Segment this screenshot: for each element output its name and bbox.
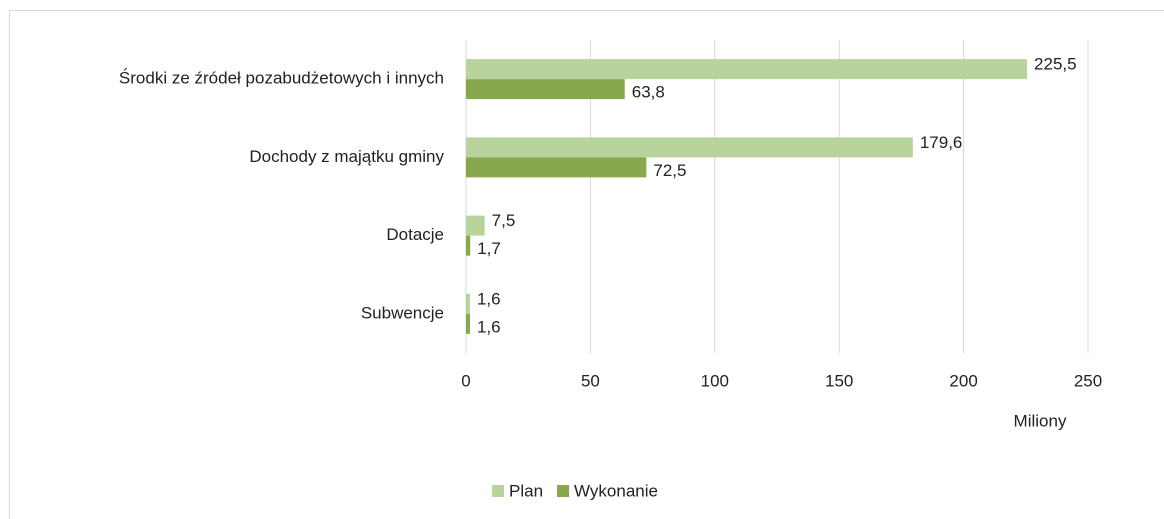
bar: [466, 313, 470, 334]
value-label: 1,6: [477, 289, 501, 308]
value-label: 179,6: [920, 133, 963, 152]
legend-label: Plan: [509, 481, 543, 500]
value-label: 225,5: [1034, 55, 1077, 74]
x-tick-label: 100: [701, 371, 729, 390]
chart-frame: [9, 10, 1164, 519]
y-tick-label: Dotacje: [386, 225, 444, 244]
value-label: 1,6: [477, 317, 501, 336]
bar: [466, 293, 470, 314]
y-tick-label: Subwencje: [361, 303, 444, 322]
value-label: 1,7: [477, 239, 501, 258]
bar: [466, 59, 1028, 80]
value-label: 63,8: [632, 83, 665, 102]
x-tick-label: 150: [825, 371, 853, 390]
x-tick-label: 0: [461, 371, 470, 390]
bar: [466, 215, 485, 236]
x-tick-label: 200: [949, 371, 977, 390]
legend-swatch: [492, 485, 504, 497]
bar: [466, 157, 647, 178]
y-tick-label: Środki ze źródeł pozabudżetowych i innyc…: [119, 69, 444, 88]
y-tick-label: Dochody z majątku gminy: [249, 147, 444, 166]
x-tick-label: 250: [1074, 371, 1102, 390]
bar: [466, 137, 913, 158]
legend-label: Wykonanie: [574, 481, 658, 500]
legend-swatch: [557, 485, 570, 497]
value-label: 72,5: [653, 161, 686, 180]
bar: [466, 235, 471, 256]
value-label: 7,5: [492, 211, 516, 230]
x-axis-label: Miliony: [1014, 411, 1067, 430]
bar: [466, 79, 625, 100]
x-tick-label: 50: [581, 371, 600, 390]
